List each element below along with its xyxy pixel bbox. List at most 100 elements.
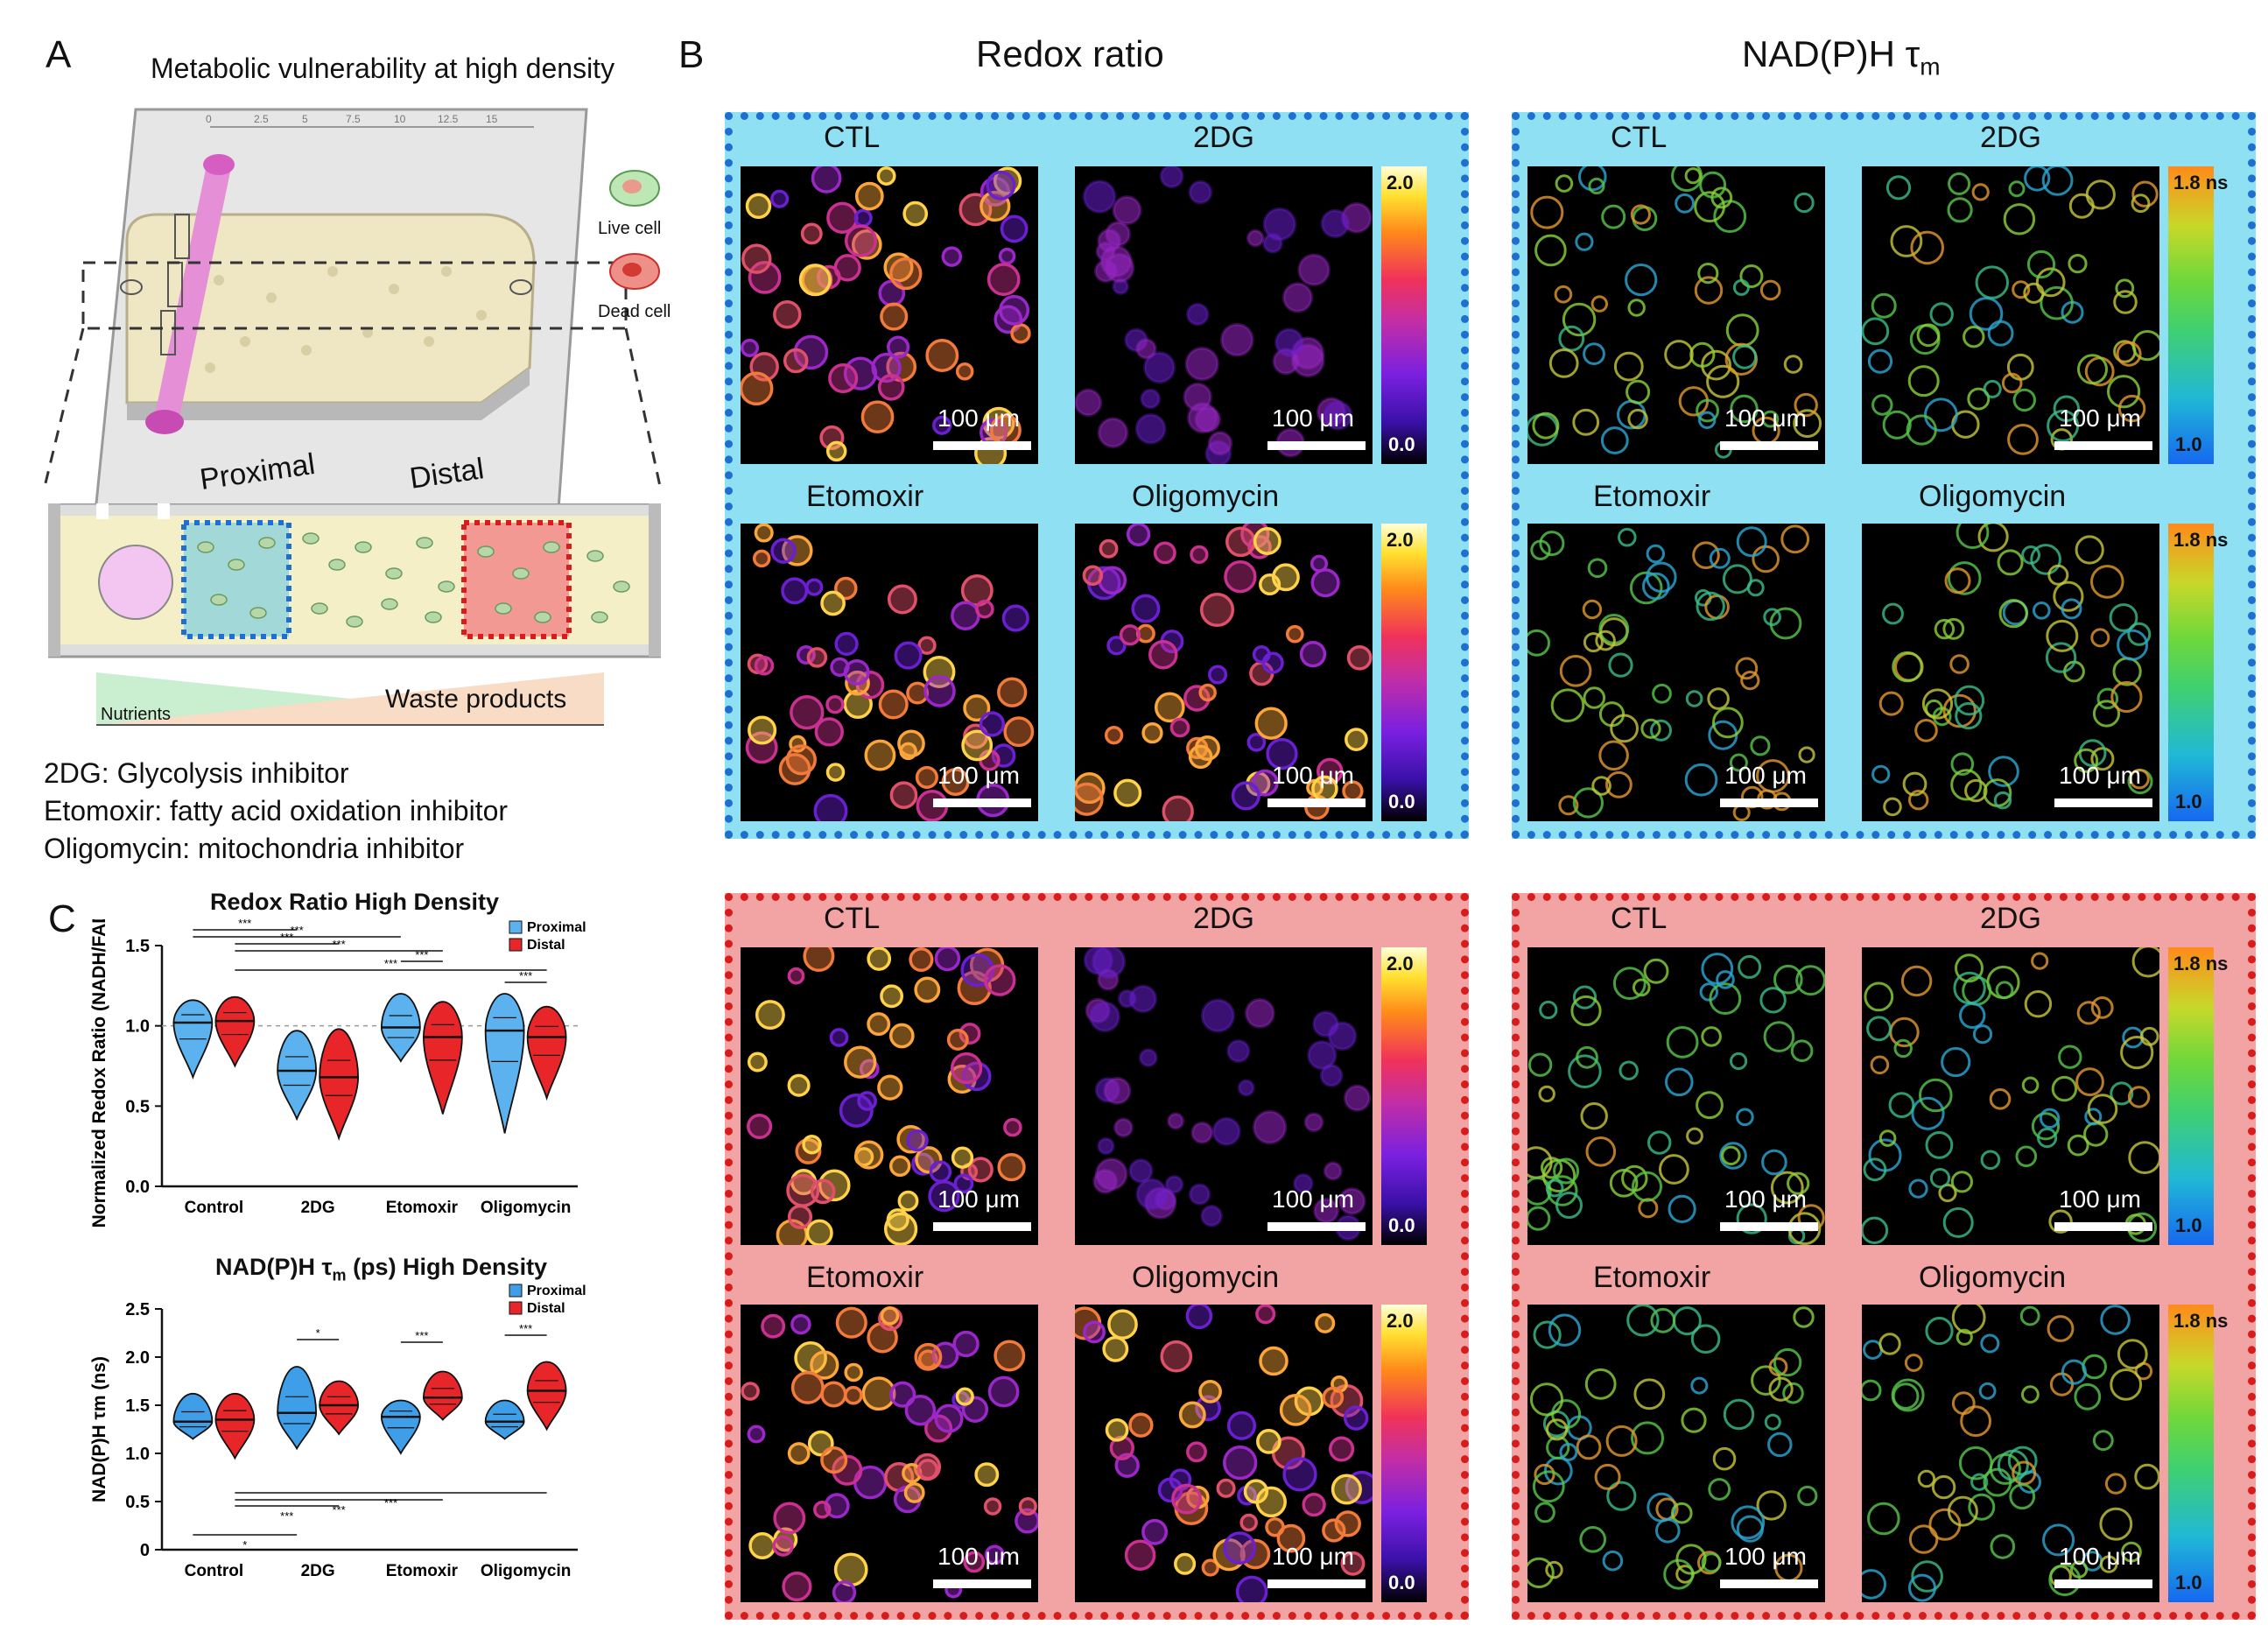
micrograph-oligomycin [1862, 524, 2159, 821]
x-tick-label: 2DG [301, 1562, 335, 1580]
nadh-colorbar [2168, 1305, 2214, 1602]
violin-distal-oligomycin [526, 1361, 567, 1432]
svg-text:12.5: 12.5 [438, 113, 459, 125]
significance-mark: *** [333, 938, 346, 951]
violin-proximal-oligomycin [484, 993, 525, 1134]
nadh-heading-text: NAD(P)H τ [1742, 33, 1920, 74]
significance-mark: * [316, 1326, 320, 1340]
significance-mark: *** [384, 1496, 397, 1509]
y-tick-label: 1.5 [125, 937, 150, 956]
svg-text:5: 5 [302, 113, 308, 125]
significance-mark: *** [238, 919, 251, 930]
live-cell-label: Live cell [598, 219, 662, 238]
violin-distal-control [214, 995, 256, 1068]
y-tick-label: 0.5 [125, 1493, 150, 1512]
legend-oligomycin: Oligomycin: mitochondria inhibitor [44, 833, 465, 864]
nadh-colorbar [2168, 947, 2214, 1245]
significance-mark: *** [519, 1322, 532, 1335]
colorbar-min-label: 1.0 [2175, 791, 2202, 812]
y-axis-label: Normalized Redox Ratio (NADH/FAD) [89, 919, 109, 1228]
redox-colorbar [1381, 1305, 1427, 1602]
redox-ratio-heading: Redox ratio [976, 33, 1164, 74]
legend-swatch [509, 1301, 523, 1315]
scale-bar-label: 100 μm [937, 762, 1020, 789]
tile-label-ctl: CTL [1611, 121, 1668, 154]
x-tick-label: 2DG [301, 1199, 335, 1217]
legend-swatch [509, 938, 523, 952]
legend-2dg: 2DG: Glycolysis inhibitor [44, 757, 349, 789]
colorbar-min-label: 0.0 [1388, 1572, 1415, 1593]
significance-mark: * [242, 1538, 247, 1551]
nadh-colorbar [2168, 166, 2214, 464]
legend-swatch [509, 920, 523, 934]
micrograph-2dg [1862, 947, 2159, 1245]
scale-bar [1267, 1222, 1366, 1231]
redox-colorbar [1381, 947, 1427, 1245]
waste-products-label: Waste products [385, 685, 567, 714]
scale-bar [1720, 441, 1818, 450]
x-tick-label: Control [185, 1199, 244, 1217]
violin-distal-oligomycin [526, 1005, 567, 1101]
significance-mark: *** [384, 957, 397, 970]
ruler-ticks: 0 2.5 5 7.5 10 12.5 15 [206, 113, 498, 125]
colorbar-min-label: 1.0 [2175, 1214, 2202, 1236]
significance-mark: *** [291, 924, 304, 937]
x-tick-label: Oligomycin [481, 1199, 571, 1217]
micrograph-etomoxir [741, 524, 1038, 821]
nadh-chart-title: NAD(P)H τm (ps) High Density [215, 1254, 548, 1284]
micrograph-etomoxir [1527, 524, 1825, 821]
scale-bar-label: 100 μm [1272, 404, 1354, 432]
significance-mark: *** [415, 1329, 428, 1342]
svg-text:15: 15 [486, 113, 498, 125]
y-tick-label: 0 [140, 1541, 150, 1560]
tile-label-oligomycin: Oligomycin [1919, 1261, 2067, 1294]
nadh-heading: NAD(P)H τm [1742, 33, 1941, 81]
significance-mark: *** [333, 1503, 346, 1516]
significance-mark: *** [280, 1509, 293, 1523]
legend-label: Proximal [527, 920, 586, 935]
scale-bar [933, 1579, 1031, 1588]
panel-b-label: B [678, 33, 705, 76]
nadh-violin-chart: 0 0.5 1.0 1.5 2.0 2.5 NAD(P)H τm (ns) Control 2D… [89, 1284, 586, 1580]
panel-c-label: C [48, 897, 76, 940]
tile-label-2dg: 2DG [1980, 121, 2041, 154]
tile-label-oligomycin: Oligomycin [1919, 480, 2067, 513]
scale-bar-label: 100 μm [2059, 1543, 2141, 1570]
y-tick-label: 0.5 [125, 1097, 150, 1116]
significance-mark: *** [280, 931, 293, 944]
micrograph-oligomycin [1075, 1305, 1373, 1602]
micrograph-2dg [1075, 947, 1373, 1245]
micrograph-etomoxir [741, 1305, 1038, 1602]
scale-bar-label: 100 μm [1724, 1185, 1807, 1213]
scale-bar-label: 100 μm [937, 404, 1020, 432]
y-tick-label: 1.0 [125, 1445, 150, 1464]
scale-bar-label: 100 μm [2059, 404, 2141, 432]
scale-bar-label: 100 μm [1724, 404, 1807, 432]
tile-label-oligomycin: Oligomycin [1132, 1261, 1280, 1294]
scale-bar [1720, 798, 1818, 807]
x-tick-label: Oligomycin [481, 1562, 571, 1580]
violin-proximal-2dg [277, 1366, 318, 1451]
tile-label-ctl: CTL [824, 121, 881, 154]
micrograph-etomoxir [1527, 1305, 1825, 1602]
scale-bar-label: 100 μm [937, 1543, 1020, 1570]
redox-chart-title: Redox Ratio High Density [210, 889, 500, 915]
colorbar-max-label: 1.8 ns [2173, 1310, 2229, 1332]
nutrients-label: Nutrients [101, 705, 172, 724]
colorbar-max-label: 1.8 ns [2173, 529, 2229, 551]
scale-bar [1267, 441, 1366, 450]
micrograph-oligomycin [1862, 1305, 2159, 1602]
micrograph-ctl [1527, 166, 1825, 464]
panel-a-title: Metabolic vulnerability at high density [151, 53, 615, 84]
scale-bar [1267, 798, 1366, 807]
tile-label-etomoxir: Etomoxir [1593, 480, 1711, 513]
violin-distal-etomoxir [422, 1001, 463, 1115]
nadh-colorbar [2168, 524, 2214, 821]
dead-cell-label: Dead cell [598, 302, 671, 321]
scale-bar-label: 100 μm [937, 1185, 1020, 1213]
scale-bar [1720, 1579, 1818, 1588]
channel-cross-section [48, 503, 661, 658]
y-tick-label: 1.5 [125, 1396, 150, 1416]
colorbar-max-label: 1.8 ns [2173, 172, 2229, 193]
redox-violin-chart: 0.0 0.5 1.0 1.5 Normalized Redox Ratio (NADH… [89, 919, 586, 1228]
